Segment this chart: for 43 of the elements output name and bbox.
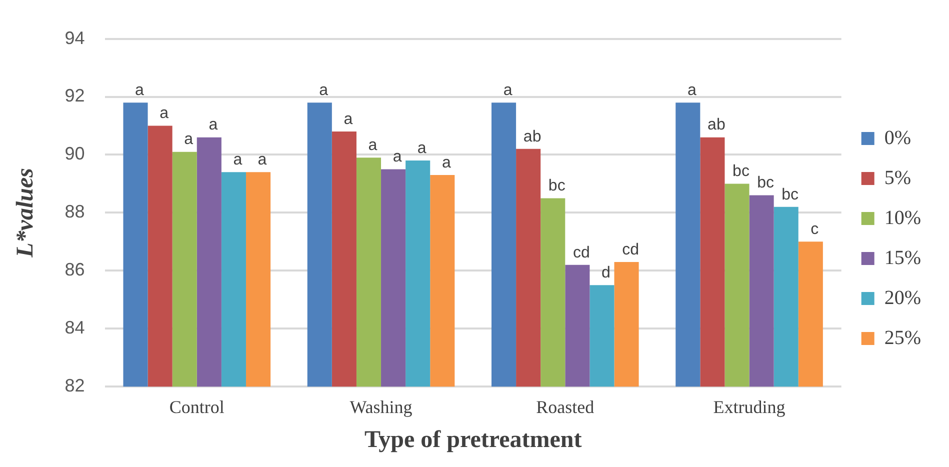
- data-label: a: [160, 105, 169, 122]
- data-label: a: [208, 116, 218, 134]
- data-label: a: [319, 82, 328, 99]
- y-tick-label: 92: [64, 86, 85, 106]
- x-tick-label: Roasted: [536, 397, 594, 418]
- y-tick-label: 82: [64, 376, 85, 396]
- data-label: bc: [732, 163, 750, 180]
- data-label: a: [368, 137, 378, 154]
- y-tick-label: 94: [64, 28, 85, 48]
- data-label: bc: [782, 186, 799, 204]
- data-label: a: [233, 152, 242, 169]
- x-tick-label: Extruding: [713, 397, 786, 418]
- data-label: d: [602, 264, 610, 282]
- data-label: c: [810, 221, 819, 238]
- data-label: a: [687, 82, 696, 99]
- legend-label: 10%: [884, 206, 922, 229]
- data-label: a: [503, 82, 512, 99]
- y-tick-label: 86: [64, 260, 85, 280]
- data-label: a: [258, 152, 267, 169]
- data-label: ab: [523, 128, 542, 146]
- legend-label: 0%: [884, 126, 912, 149]
- x-tick-label: Washing: [350, 397, 412, 418]
- legend-label: 15%: [884, 246, 922, 269]
- x-tick-label: Control: [169, 397, 224, 418]
- y-axis-title: L*values: [12, 168, 39, 258]
- data-label: cd: [572, 244, 590, 262]
- data-label: bc: [548, 178, 566, 195]
- data-label: a: [417, 140, 426, 157]
- data-label: bc: [757, 174, 774, 192]
- data-label: a: [344, 110, 353, 128]
- data-label: cd: [622, 241, 639, 258]
- data-label: a: [184, 131, 194, 148]
- y-tick-label: 88: [64, 202, 85, 222]
- x-axis-title: Type of pretreatment: [364, 426, 582, 453]
- legend-label: 25%: [884, 326, 922, 349]
- data-label: a: [442, 154, 451, 172]
- data-label: a: [392, 148, 402, 166]
- legend-label: 20%: [884, 286, 922, 309]
- data-label: a: [135, 82, 144, 99]
- y-tick-label: 84: [64, 318, 85, 338]
- legend-label: 5%: [884, 166, 912, 189]
- y-tick-label: 90: [64, 144, 85, 164]
- data-label: ab: [708, 116, 726, 134]
